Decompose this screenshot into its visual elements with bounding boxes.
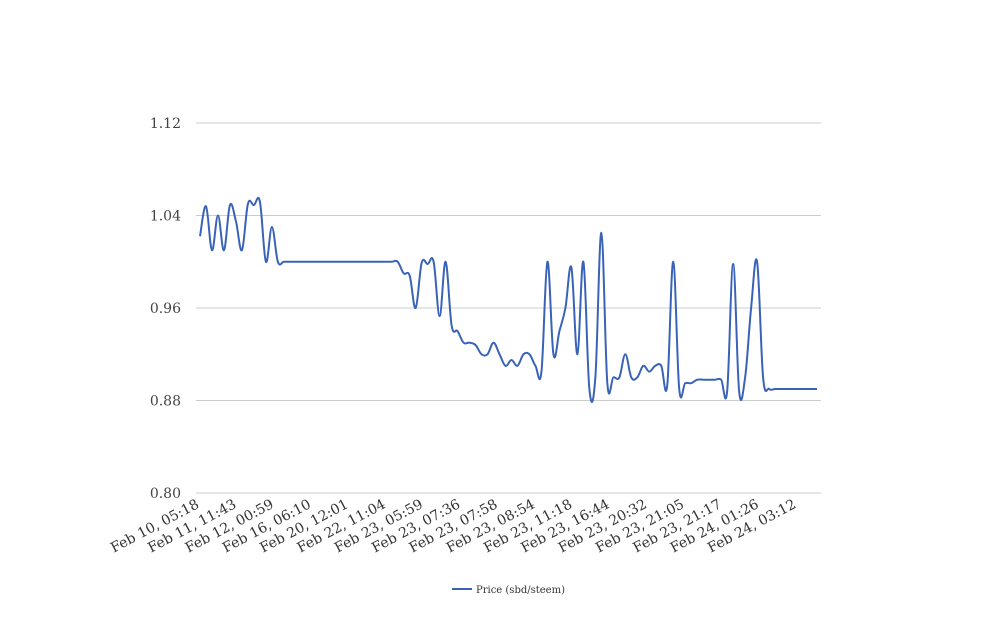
y-tick-label: 0.80 xyxy=(150,486,181,502)
series-line-price xyxy=(199,196,817,403)
y-tick-label: 0.88 xyxy=(150,394,181,410)
y-tick-label: 0.96 xyxy=(150,301,181,317)
y-axis-ticks: 0.80 0.88 0.96 1.04 1.12 xyxy=(150,116,181,502)
legend: Price (sbd/steem) xyxy=(452,585,565,596)
gridlines xyxy=(196,122,821,494)
legend-label: Price (sbd/steem) xyxy=(476,585,565,596)
series-lines xyxy=(199,196,817,403)
y-tick-label: 1.12 xyxy=(150,116,181,132)
y-tick-label: 1.04 xyxy=(150,209,181,225)
